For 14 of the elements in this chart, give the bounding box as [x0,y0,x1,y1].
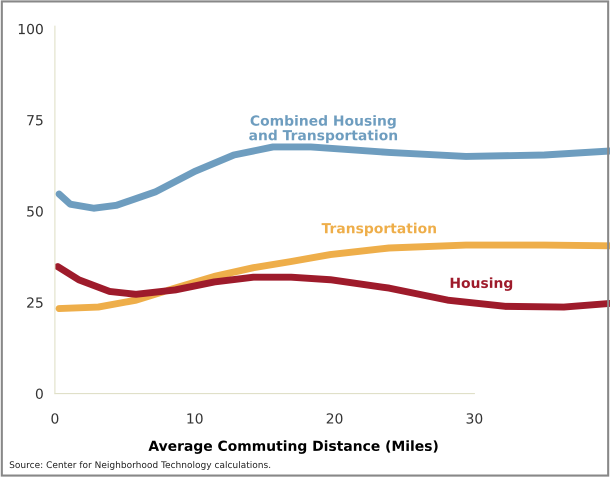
x-tick-label: 30 [466,413,482,424]
x-tick-label: 10 [187,413,203,424]
x-tick-label: 0 [51,413,58,424]
x-tick-label: 20 [326,413,342,424]
source-note: Source: Center for Neighborhood Technology calculations. [10,461,270,470]
y-tick-label: 75 [27,115,43,126]
y-tick-label: 0 [36,388,43,399]
series-label: Transportation [322,222,436,236]
series-label: Housing [450,277,512,291]
x-axis-title: Average Commuting Distance (Miles) [148,440,438,454]
y-tick-label: 50 [27,206,43,217]
series-label: Combined Housing and Transportation [249,115,398,144]
y-tick-label: 25 [27,297,43,308]
y-tick-label: 100 [18,24,43,34]
